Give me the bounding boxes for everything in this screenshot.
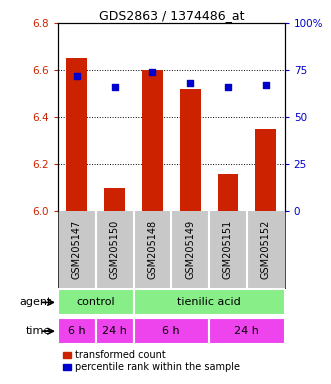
Point xyxy=(263,82,268,88)
Text: tienilic acid: tienilic acid xyxy=(177,297,241,308)
Bar xyxy=(142,70,163,211)
Bar xyxy=(217,174,238,211)
FancyBboxPatch shape xyxy=(133,290,285,315)
FancyBboxPatch shape xyxy=(96,318,133,344)
Point xyxy=(112,84,117,90)
Text: GSM205147: GSM205147 xyxy=(72,220,82,279)
Bar xyxy=(180,89,201,211)
Bar xyxy=(256,129,276,211)
FancyBboxPatch shape xyxy=(58,318,96,344)
Bar xyxy=(67,58,87,211)
FancyBboxPatch shape xyxy=(133,318,209,344)
Text: 24 h: 24 h xyxy=(234,326,259,336)
Text: time: time xyxy=(26,326,51,336)
Title: GDS2863 / 1374486_at: GDS2863 / 1374486_at xyxy=(99,9,244,22)
Text: GSM205150: GSM205150 xyxy=(110,220,119,279)
Point xyxy=(150,69,155,75)
Text: 24 h: 24 h xyxy=(102,326,127,336)
Point xyxy=(225,84,231,90)
Text: GSM205149: GSM205149 xyxy=(185,220,195,279)
Point xyxy=(188,80,193,86)
Text: GSM205151: GSM205151 xyxy=(223,220,233,279)
Bar xyxy=(104,188,125,211)
Legend: transformed count, percentile rank within the sample: transformed count, percentile rank withi… xyxy=(63,351,240,372)
Text: 6 h: 6 h xyxy=(163,326,180,336)
Text: GSM205148: GSM205148 xyxy=(147,220,158,279)
Text: control: control xyxy=(76,297,115,308)
Text: 6 h: 6 h xyxy=(68,326,86,336)
Text: GSM205152: GSM205152 xyxy=(261,220,271,279)
Text: agent: agent xyxy=(19,297,51,308)
Point xyxy=(74,73,79,79)
FancyBboxPatch shape xyxy=(58,290,133,315)
FancyBboxPatch shape xyxy=(209,318,285,344)
